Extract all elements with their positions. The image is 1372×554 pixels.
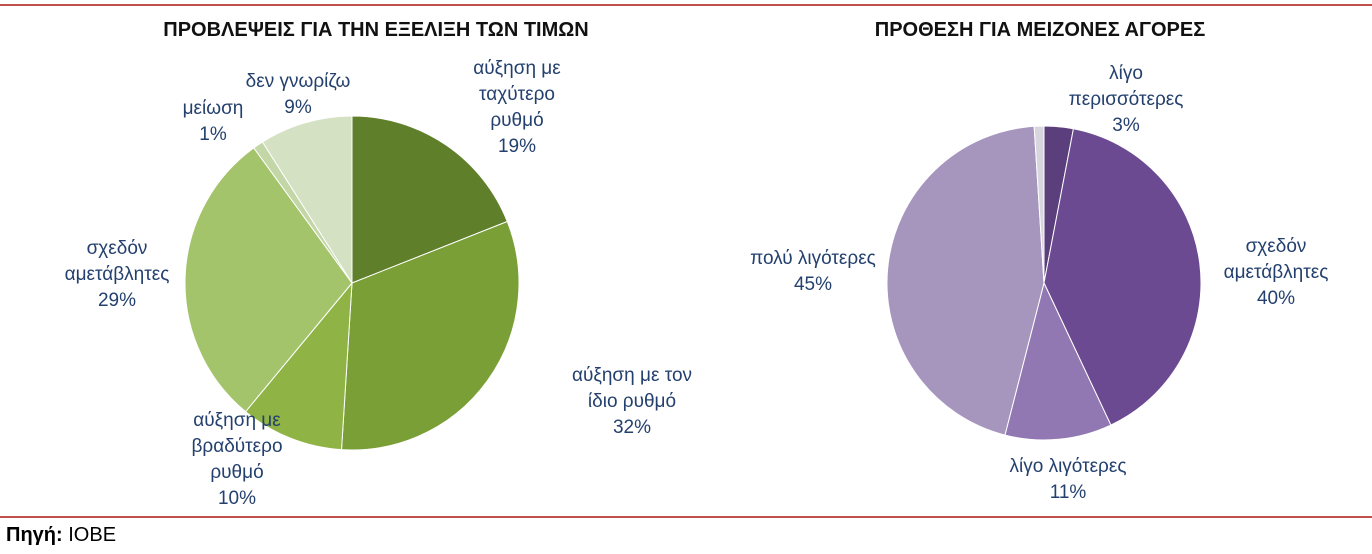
source: Πηγή: ΙΟΒΕ (6, 524, 116, 547)
chart-title: ΠΡΟΘΕΣΗ ΓΙΑ ΜΕΙΖΟΝΕΣ ΑΓΟΡΕΣ (875, 19, 1205, 41)
source-text: ΙΟΒΕ (68, 524, 117, 546)
slice-value: 19% (497, 136, 537, 157)
slice-label: αύξηση με τον ίδιο ρυθμό 32% (557, 363, 707, 441)
slice-name: αύξηση με ταχύτερο ρυθμό (473, 58, 561, 131)
pie-slice (1004, 281, 1112, 441)
slice-value: 40% (1256, 288, 1296, 309)
slice-name: αύξηση με τον ίδιο ρυθμό (571, 365, 693, 412)
source-label: Πηγή: (6, 524, 63, 546)
slice-name: αύξηση με βραδύτερο ρυθμό (191, 410, 283, 483)
slice-name: σχεδόν αμετάβλητες (64, 238, 170, 285)
pie-slice (184, 147, 353, 413)
pie-slice (1043, 128, 1202, 426)
slice-name: λίγο λιγότερες (1009, 456, 1127, 477)
slice-value: 10% (217, 488, 257, 509)
slice-label: πολύ λιγότερες 45% (713, 246, 913, 298)
slice-value: 3% (1112, 115, 1140, 136)
slice-label: αύξηση με ταχύτερο ρυθμό 19% (462, 56, 572, 160)
slice-name: σχεδόν αμετάβλητες (1223, 236, 1329, 283)
slice-label: λίγο λιγότερες 11% (968, 454, 1168, 506)
slice-label: μείωση 1% (173, 96, 253, 148)
slice-value: 11% (1049, 482, 1087, 503)
slice-value: 45% (793, 274, 833, 295)
slice-value: 1% (199, 124, 227, 145)
slice-value: 9% (284, 97, 312, 118)
slice-label: σχεδόν αμετάβλητες 40% (1206, 234, 1346, 312)
pie-slice (1033, 125, 1045, 284)
slice-name: μείωση (182, 98, 244, 119)
slice-label: δεν γνωρίζω 9% (233, 69, 363, 121)
slice-value: 32% (612, 417, 652, 438)
slice-label: αύξηση με βραδύτερο ρυθμό 10% (177, 408, 297, 512)
slice-label: λίγο περισσότερες 3% (1061, 61, 1191, 139)
pie-slice (351, 115, 508, 284)
slice-name: δεν γνωρίζω (245, 71, 351, 92)
pie-slice (244, 281, 353, 451)
slice-name: λίγο περισσότερες (1068, 63, 1184, 110)
slice-name: πολύ λιγότερες (750, 248, 876, 269)
pie-slice (886, 125, 1045, 436)
chart-title: ΠΡΟΒΛΕΨΕΙΣ ΓΙΑ ΤΗΝ ΕΞΕΛΙΞΗ ΤΩΝ ΤΙΜΩΝ (163, 19, 588, 41)
slice-value: 29% (97, 290, 137, 311)
pie-slice (261, 115, 353, 285)
slice-label: σχεδόν αμετάβλητες 29% (47, 236, 187, 314)
pie-slice (340, 220, 520, 451)
